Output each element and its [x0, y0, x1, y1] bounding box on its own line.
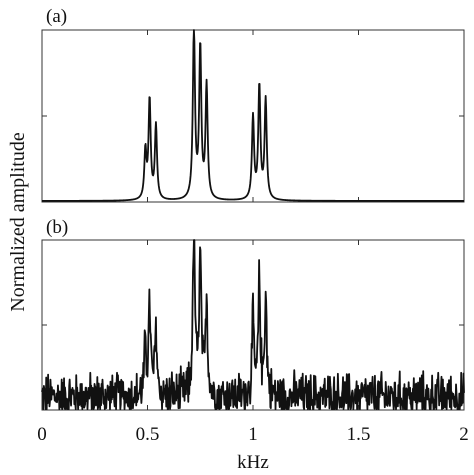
x-tick-labels: 0 0.5 1 1.5 2: [37, 424, 469, 445]
x-tick-label: 2: [459, 424, 469, 445]
panel-a-spectrum-line: [41, 29, 465, 202]
panel-a: (a): [41, 6, 465, 203]
x-tick-label: 1: [248, 424, 258, 445]
panel-b-ticks: [41, 239, 465, 410]
x-tick-label: 1.5: [347, 424, 371, 445]
x-axis-label: kHz: [237, 452, 269, 473]
panel-a-ticks: [41, 29, 465, 202]
x-tick-label: 0: [37, 424, 47, 445]
panel-b-spectrum-line: [41, 239, 465, 411]
y-axis-label: Normalized amplitude: [7, 132, 29, 312]
panel-b: (b): [41, 217, 465, 411]
x-tick-label: 0.5: [136, 424, 160, 445]
panel-b-label: (b): [46, 217, 68, 238]
panel-a-label: (a): [46, 6, 67, 27]
